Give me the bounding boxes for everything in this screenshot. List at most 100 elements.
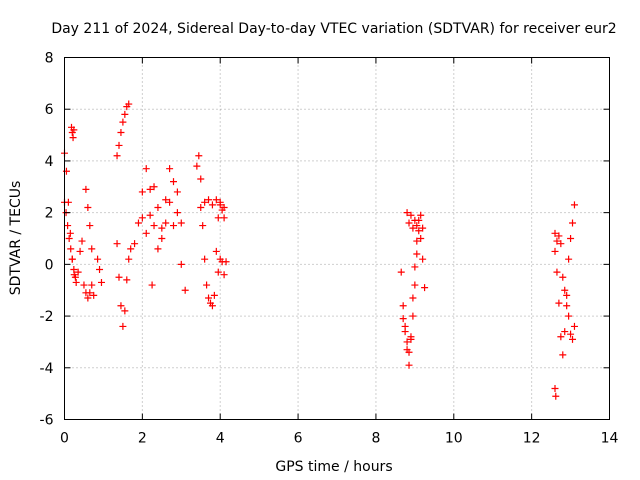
- data-point: [84, 294, 92, 302]
- data-point: [127, 245, 135, 253]
- data-point: [570, 201, 578, 209]
- data-point: [197, 175, 205, 183]
- y-tick-label: -2: [40, 309, 54, 325]
- data-point: [142, 229, 150, 237]
- data-point: [173, 188, 181, 196]
- data-point: [214, 214, 222, 222]
- data-point: [148, 281, 156, 289]
- data-point: [557, 333, 565, 341]
- plot-frame: [64, 57, 610, 420]
- data-point: [208, 302, 216, 310]
- data-point: [411, 263, 419, 271]
- data-point: [413, 222, 421, 230]
- data-point: [65, 235, 73, 242]
- data-points: [61, 100, 578, 400]
- data-point: [146, 211, 154, 219]
- data-point: [154, 203, 162, 211]
- data-point: [195, 152, 203, 160]
- data-point: [64, 222, 72, 230]
- data-point: [205, 294, 213, 302]
- data-point: [166, 165, 174, 173]
- data-point: [71, 273, 79, 281]
- data-point: [553, 237, 561, 245]
- data-point: [565, 312, 573, 320]
- data-point: [150, 222, 158, 230]
- data-point: [214, 268, 222, 276]
- data-point: [86, 222, 94, 230]
- data-point: [413, 237, 421, 245]
- y-tick-label: 0: [45, 257, 54, 273]
- data-point: [96, 266, 104, 274]
- data-point: [419, 255, 427, 263]
- data-point: [193, 162, 201, 170]
- data-point: [419, 224, 427, 232]
- y-tick-label: -6: [40, 413, 54, 429]
- data-point: [97, 278, 105, 286]
- data-point: [220, 203, 228, 211]
- data-point: [72, 278, 80, 286]
- data-point: [561, 328, 569, 336]
- y-tick-label: 4: [45, 154, 54, 170]
- data-point: [162, 196, 170, 204]
- data-point: [80, 281, 88, 289]
- data-point: [557, 240, 565, 248]
- data-point: [181, 286, 189, 294]
- data-point: [397, 268, 405, 276]
- data-point: [119, 118, 127, 126]
- data-point: [413, 250, 421, 258]
- data-point: [411, 216, 419, 224]
- data-point: [205, 196, 213, 204]
- data-point: [170, 178, 177, 186]
- x-axis-label: GPS time / hours: [275, 459, 392, 475]
- data-point: [84, 203, 92, 211]
- data-point: [409, 224, 417, 232]
- data-point: [67, 245, 75, 253]
- x-tick-label: 2: [138, 431, 147, 447]
- data-point: [88, 281, 96, 289]
- data-point: [69, 134, 77, 142]
- data-point: [210, 291, 218, 299]
- data-point: [555, 232, 563, 240]
- data-point: [177, 260, 185, 268]
- data-point: [208, 201, 216, 209]
- x-tick-label: 4: [216, 431, 225, 447]
- x-tick-label: 10: [445, 431, 463, 447]
- data-point: [123, 276, 131, 284]
- data-point: [565, 255, 573, 263]
- data-point: [113, 240, 121, 248]
- data-point: [125, 255, 133, 263]
- data-point: [150, 183, 158, 191]
- data-point: [403, 338, 411, 346]
- data-point: [417, 211, 425, 219]
- data-point: [407, 335, 415, 343]
- data-point: [555, 299, 563, 307]
- data-point: [551, 229, 559, 237]
- data-point: [158, 235, 166, 242]
- data-point: [146, 185, 154, 193]
- data-point: [411, 281, 419, 289]
- data-point: [94, 255, 102, 263]
- grid-lines: [64, 57, 610, 420]
- data-point: [115, 273, 123, 281]
- data-point: [74, 268, 82, 276]
- data-point: [559, 351, 567, 359]
- data-point: [158, 224, 166, 232]
- x-tick-label: 8: [371, 431, 380, 447]
- data-point: [170, 222, 177, 230]
- data-point: [201, 198, 209, 206]
- data-point: [90, 291, 98, 299]
- data-point: [212, 247, 220, 255]
- data-point: [78, 237, 86, 245]
- data-point: [212, 196, 220, 204]
- data-point: [138, 188, 146, 196]
- data-point: [154, 245, 162, 253]
- x-axis-ticks: 0 2 4 6 8 10 12 14: [60, 57, 618, 447]
- data-point: [216, 198, 224, 206]
- data-point: [405, 348, 413, 356]
- data-point: [113, 152, 121, 160]
- data-point: [68, 255, 76, 263]
- data-point: [399, 315, 407, 323]
- data-point: [220, 271, 228, 279]
- data-point: [409, 312, 417, 320]
